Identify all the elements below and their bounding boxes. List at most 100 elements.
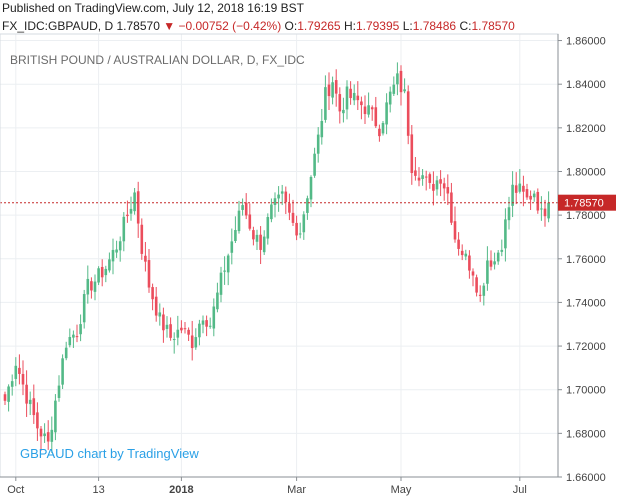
chart-title: BRITISH POUND / AUSTRALIAN DOLLAR, D, FX…	[10, 53, 305, 67]
candle-body	[154, 296, 158, 316]
candle-body	[288, 203, 291, 213]
candle-body	[388, 91, 392, 105]
candle-body	[421, 175, 424, 179]
candle-body	[464, 253, 468, 257]
last-price: 1.78570	[116, 19, 160, 33]
down-arrow-icon: ▼	[163, 19, 176, 33]
candle-body	[54, 400, 57, 433]
candle-body	[536, 191, 540, 211]
candle-body	[244, 202, 248, 216]
candle-body	[352, 92, 356, 101]
candle-body	[50, 429, 54, 442]
candle-body	[223, 270, 226, 272]
close-value: 1.78570	[471, 19, 515, 33]
candle-body	[248, 214, 252, 229]
candle-body	[356, 95, 360, 101]
candle-body	[460, 250, 464, 256]
candle-body	[86, 278, 90, 295]
candle-body	[471, 271, 475, 276]
candle-body	[446, 187, 450, 194]
candle-body	[25, 384, 28, 404]
candle-body	[198, 323, 201, 338]
price-tick-label: 1.70000	[566, 385, 606, 397]
candle-body	[118, 241, 122, 251]
time-tick-label: Jul	[513, 484, 527, 496]
candle-body	[194, 337, 198, 348]
candle-body	[360, 101, 363, 106]
candle-body	[129, 208, 133, 214]
candle-body	[57, 385, 61, 398]
candle-body	[280, 191, 284, 194]
candle-body	[363, 106, 367, 115]
candle-body	[32, 398, 36, 416]
candle-body	[345, 86, 349, 110]
price-tick-label: 1.72000	[566, 341, 606, 353]
candle-body	[410, 134, 414, 174]
candle-body	[320, 120, 324, 138]
price-change: −0.00752 (−0.42%)	[178, 19, 282, 33]
candle-body	[532, 193, 536, 198]
candle-body	[295, 222, 298, 236]
candle-body	[7, 386, 10, 402]
candle-body	[493, 261, 496, 265]
low-value: 1.78486	[412, 19, 457, 33]
candle-body	[435, 180, 439, 190]
candle-body	[381, 122, 385, 134]
candle-body	[414, 170, 417, 176]
candle-body	[219, 272, 223, 295]
candle-body	[424, 176, 428, 178]
candle-body	[176, 329, 180, 338]
candles-layer	[3, 62, 550, 454]
candle-body	[489, 260, 493, 267]
candle-body	[486, 260, 489, 284]
candle-body	[61, 358, 64, 385]
candle-body	[216, 292, 219, 310]
candle-body	[316, 134, 320, 154]
candle-body	[201, 320, 205, 325]
candle-body	[396, 73, 399, 85]
candle-body	[266, 217, 270, 239]
candle-body	[21, 373, 25, 385]
candle-body	[252, 230, 255, 240]
price-tick-label: 1.84000	[566, 79, 606, 91]
price-tick-label: 1.78000	[566, 210, 606, 222]
price-tick-label: 1.68000	[566, 428, 606, 440]
candle-body	[36, 412, 39, 429]
candle-body	[187, 329, 190, 335]
price-tick-label: 1.76000	[566, 254, 606, 266]
candle-body	[104, 268, 108, 276]
candle-body	[525, 189, 529, 198]
chart-grid	[0, 34, 558, 478]
candle-body	[367, 105, 370, 115]
candle-body	[108, 259, 111, 271]
open-value: 1.79265	[297, 19, 341, 33]
candle-body	[79, 324, 82, 335]
candle-body	[468, 255, 471, 271]
candle-body	[226, 255, 230, 273]
price-axis[interactable]: 1.66000 1.68000 1.70000 1.72000 1.74000 1.760…	[558, 36, 606, 484]
candle-body	[93, 281, 97, 292]
candle-body	[234, 230, 237, 242]
candle-body	[115, 249, 118, 253]
candle-body	[453, 221, 457, 240]
candle-body	[475, 277, 478, 293]
candle-body	[284, 191, 288, 203]
candle-body	[507, 207, 511, 221]
candle-body	[547, 202, 550, 219]
candle-body	[406, 91, 410, 136]
candle-body	[259, 234, 262, 250]
candle-body	[262, 236, 266, 253]
high-label: H:	[343, 19, 356, 33]
candle-body	[151, 287, 154, 300]
candle-body	[133, 192, 136, 212]
candle-body	[270, 204, 273, 220]
candle-body	[291, 212, 295, 223]
low-label: L:	[402, 19, 413, 33]
candle-body	[378, 128, 381, 137]
candle-body	[241, 205, 244, 210]
time-axis[interactable]: Oct 13 2018 Mar May Jul	[7, 477, 527, 496]
candle-body	[432, 183, 435, 191]
candle-body	[230, 241, 234, 253]
price-tick-label: 1.66000	[566, 472, 606, 484]
